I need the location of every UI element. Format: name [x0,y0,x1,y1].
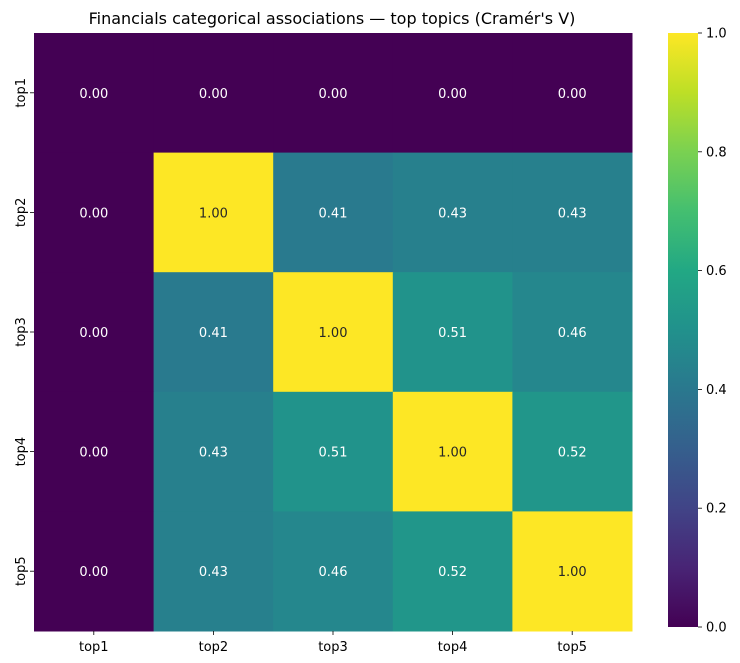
chart-title: Financials categorical associations — to… [89,9,576,28]
colorbar-ticks: 0.0 0.2 0.4 0.6 0.8 1.0 [698,27,727,636]
cell-value-label: 0.43 [199,565,228,580]
y-tick-label: top3 [14,317,29,347]
heatmap-cell [512,511,633,632]
heatmap-cell [273,511,394,632]
heatmap-cell [153,272,274,393]
heatmap-cells: 0.00 0.00 0.00 0.00 0.00 0.00 1.00 0.41 0.43 0.43… [34,33,633,632]
heatmap-cell [153,511,274,632]
heatmap-cell [392,391,513,512]
heatmap-cell [512,272,633,393]
cell-value-label: 0.00 [199,87,228,102]
colorbar-tick-label: 0.4 [706,383,727,398]
heatmap-cell [34,391,155,512]
colorbar-tick-label: 0.6 [706,264,727,279]
colorbar [668,33,698,627]
cell-value-label: 0.43 [199,446,228,461]
cell-value-label: 1.00 [319,326,348,341]
cell-value-label: 0.41 [319,206,348,221]
x-tick-label: top5 [557,640,587,655]
cell-value-label: 0.41 [199,326,228,341]
heatmap-cell [512,391,633,512]
cell-value-label: 0.43 [438,206,467,221]
cell-value-label: 1.00 [438,446,467,461]
heatmap-cell [392,152,513,273]
y-tick-label: top2 [14,198,29,228]
heatmap-cell [392,272,513,393]
y-axis: top1 top2 top3 top4 top5 [14,78,34,586]
x-tick-label: top2 [199,640,229,655]
heatmap-cell [392,33,513,154]
heatmap-cell [273,272,394,393]
x-tick-label: top4 [438,640,468,655]
cell-value-label: 1.00 [558,565,587,580]
colorbar-tick-label: 1.0 [706,27,727,42]
y-tick-label: top5 [14,556,29,586]
cell-value-label: 0.51 [438,326,467,341]
cell-value-label: 0.51 [319,446,348,461]
cell-value-label: 0.52 [438,565,467,580]
cell-value-label: 0.00 [319,87,348,102]
heatmap-cell [153,33,274,154]
heatmap-cell [512,152,633,273]
heatmap-cell [273,152,394,273]
colorbar-tick-label: 0.8 [706,145,727,160]
x-axis: top1 top2 top3 top4 top5 [79,631,587,655]
heatmap-cell [273,33,394,154]
heatmap-cell [34,272,155,393]
y-tick-label: top1 [14,78,29,108]
cell-value-label: 0.00 [79,446,108,461]
cell-value-label: 0.46 [319,565,348,580]
heatmap-cell [273,391,394,512]
cell-value-label: 0.00 [79,206,108,221]
colorbar-tick-label: 0.0 [706,621,727,636]
heatmap-cell [34,511,155,632]
cell-value-label: 0.00 [438,87,467,102]
heatmap-cell [153,152,274,273]
cell-value-label: 0.00 [558,87,587,102]
colorbar-tick-label: 0.2 [706,502,727,517]
y-tick-label: top4 [14,437,29,467]
x-tick-label: top3 [318,640,348,655]
cell-value-label: 0.52 [558,446,587,461]
cell-value-label: 0.46 [558,326,587,341]
heatmap-cell [34,152,155,273]
heatmap-cell [34,33,155,154]
x-tick-label: top1 [79,640,109,655]
cell-value-label: 1.00 [199,206,228,221]
cell-value-label: 0.00 [79,326,108,341]
cell-value-label: 0.00 [79,87,108,102]
cell-value-label: 0.43 [558,206,587,221]
heatmap-cell [512,33,633,154]
heatmap-cell [392,511,513,632]
cell-value-label: 0.00 [79,565,108,580]
heatmap-cell [153,391,274,512]
